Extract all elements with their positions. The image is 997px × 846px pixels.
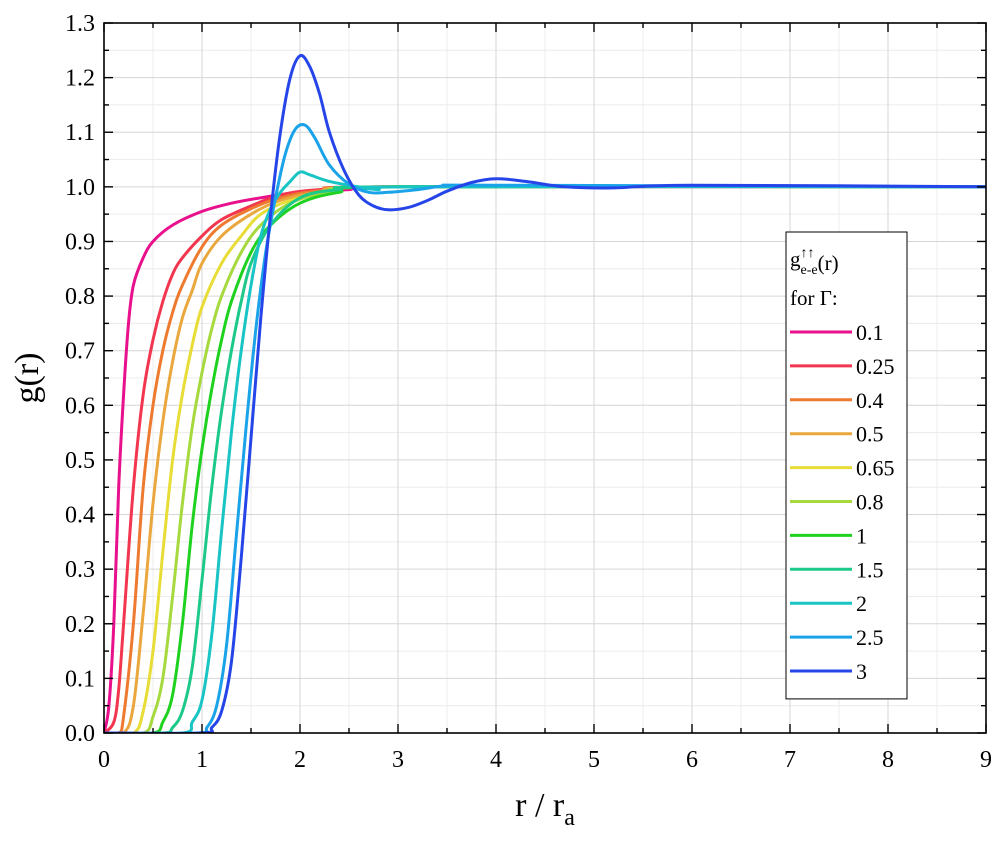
y-tick-label: 0.1 [65, 666, 95, 692]
y-tick-label: 0.2 [65, 612, 95, 638]
y-tick-label: 0.3 [65, 557, 95, 583]
tick-labels: 0 1 2 3 4 5 6 7 8 9 0.0 0.1 0.2 0.3 0.4 0.5 0.6 0.7 0.8 0.9… [65, 11, 992, 773]
x-axis-label-main: r / r [515, 787, 565, 824]
legend-label: 2 [856, 591, 867, 616]
ticks-layer [103, 22, 987, 734]
legend-subtitle: for Γ: [790, 286, 838, 310]
x-tick-label: 8 [882, 747, 894, 773]
y-tick-label: 1.0 [65, 175, 95, 201]
y-tick-label: 0.7 [65, 339, 95, 365]
legend-title-arg: (r) [818, 251, 839, 275]
legend-label: 0.25 [856, 354, 895, 379]
y-tick-label: 1.3 [65, 11, 95, 37]
legend: g↑↑ e-e(r) for Γ: 0.1 0.25 0.4 0.5 0.65 0.8 1 1.… [785, 231, 908, 700]
x-tick-label: 1 [196, 747, 208, 773]
x-tick-label: 6 [686, 747, 698, 773]
series-line-3 [104, 54, 986, 733]
x-tick-label: 4 [490, 747, 502, 773]
y-tick-label: 0.0 [65, 721, 95, 747]
y-tick-label: 0.8 [65, 284, 95, 310]
legend-label: 0.5 [856, 422, 884, 447]
legend-label: 2.5 [856, 625, 884, 650]
y-tick-label: 1.1 [65, 120, 95, 146]
y-tick-label: 0.5 [65, 448, 95, 474]
x-tick-label: 0 [98, 747, 110, 773]
legend-label: 3 [856, 659, 867, 684]
legend-label: 0.8 [856, 490, 884, 515]
x-tick-label: 2 [294, 747, 306, 773]
legend-label: 0.4 [856, 388, 884, 413]
legend-title: g↑↑ e-e(r) [790, 246, 839, 278]
y-tick-label: 0.4 [65, 503, 95, 529]
y-tick-label: 0.6 [65, 393, 95, 419]
legend-label: 1.5 [856, 557, 884, 582]
legend-title-sup: ↑↑ [801, 246, 815, 261]
legend-label: 1 [856, 523, 867, 548]
x-axis-label: r / ra [515, 787, 575, 831]
legend-label: 0.65 [856, 456, 895, 481]
x-tick-label: 7 [784, 747, 796, 773]
x-axis-label-sub: a [564, 805, 575, 831]
series-line-2-5 [104, 123, 986, 733]
legend-box [785, 231, 908, 700]
y-tick-label: 1.2 [65, 66, 95, 92]
legend-label: 0.1 [856, 320, 884, 345]
legend-title-main: g [790, 247, 801, 271]
x-tick-label: 5 [588, 747, 600, 773]
legend-title-sub: e-e [801, 263, 818, 278]
legend-items: 0.1 0.25 0.4 0.5 0.65 0.8 1 1.5 2 2.5 3 [790, 320, 895, 684]
x-tick-label: 9 [980, 747, 992, 773]
series-layer [104, 54, 986, 733]
y-axis-label: g(r) [9, 353, 46, 404]
y-tick-label: 0.9 [65, 229, 95, 255]
x-tick-label: 3 [392, 747, 404, 773]
